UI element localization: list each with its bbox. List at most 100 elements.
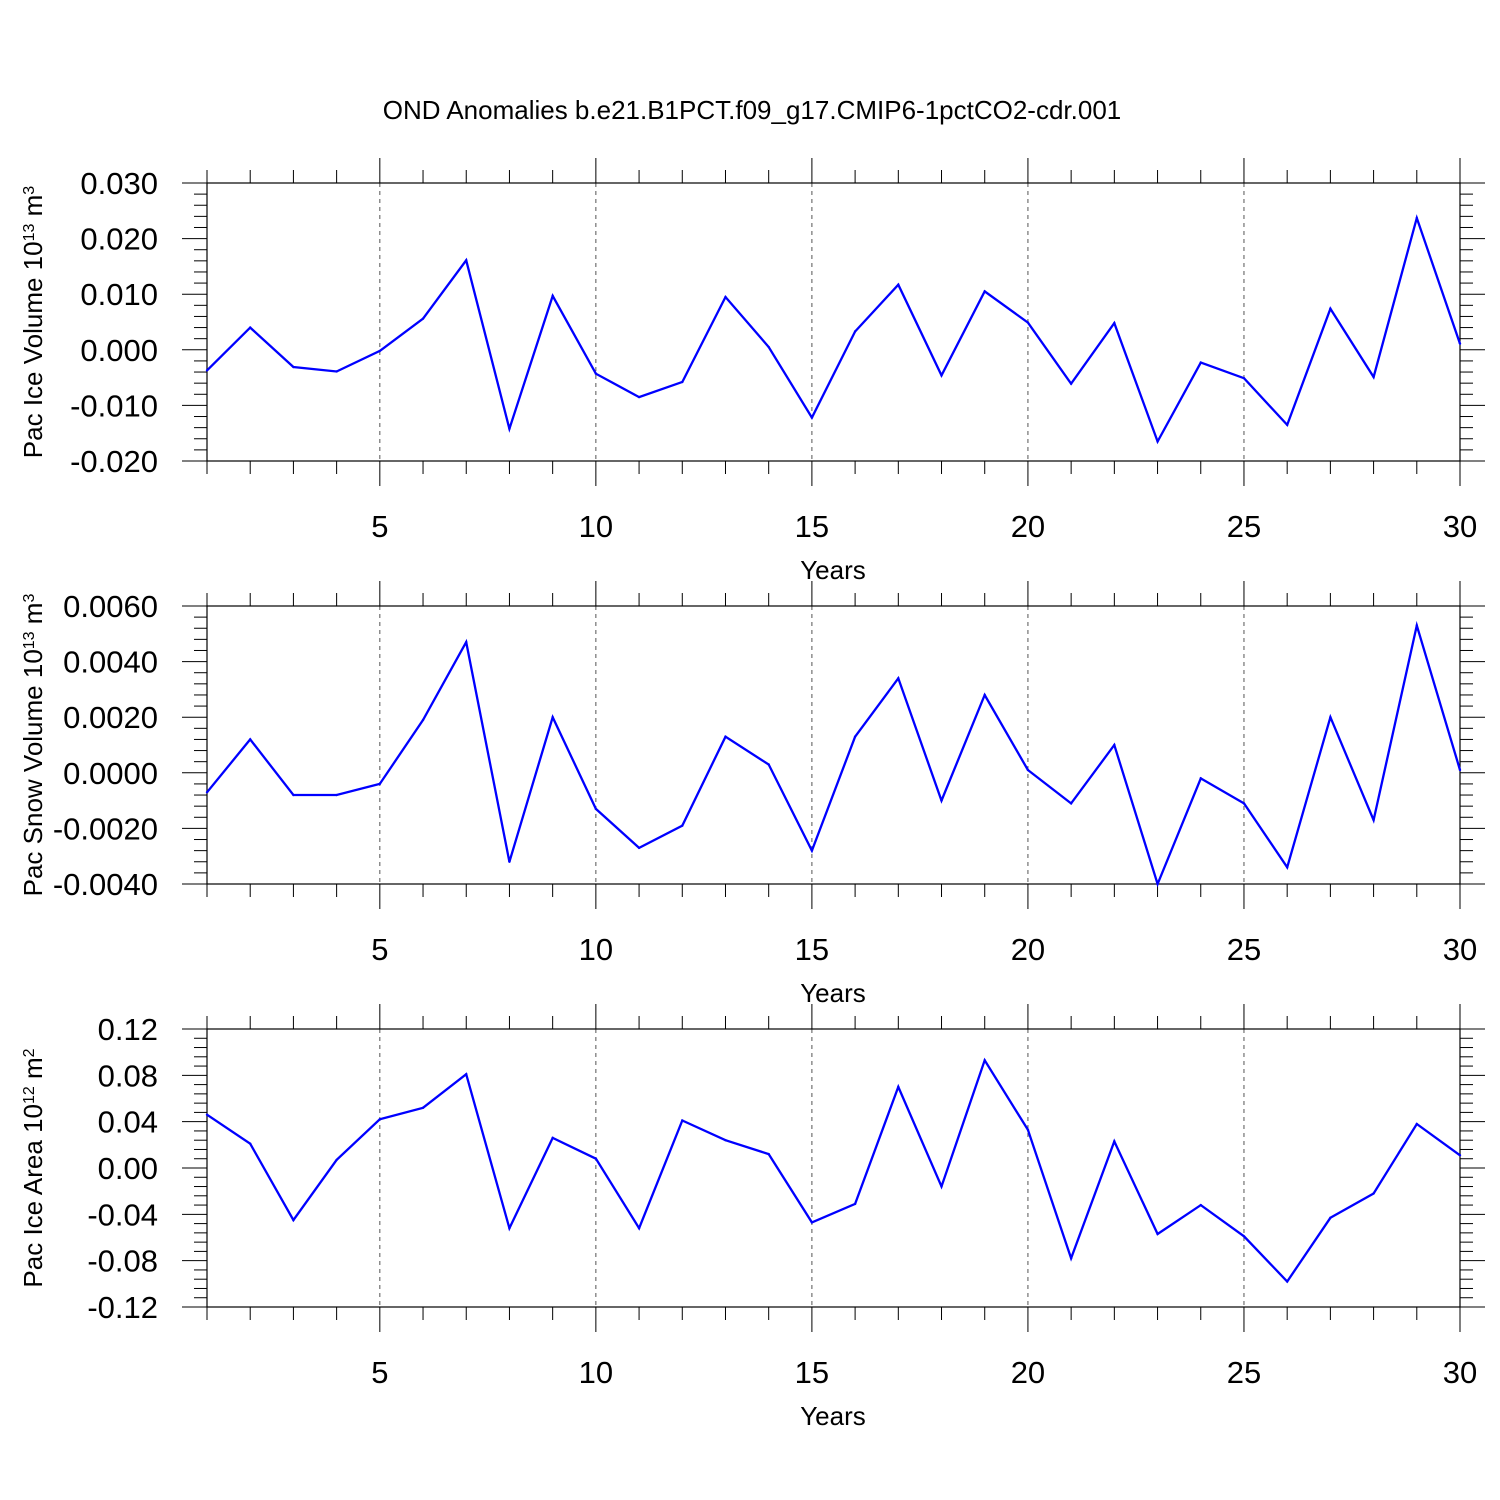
data-point [249, 326, 252, 329]
y-axis-label: Pac Ice Volume 1013 m3 [18, 186, 48, 459]
data-point [335, 370, 338, 373]
data-point [1242, 376, 1246, 380]
y-tick-label: 0.00 [98, 1151, 158, 1186]
data-point [249, 738, 252, 741]
data-point [983, 693, 986, 697]
data-point [1329, 307, 1332, 310]
y-tick-label: 0.030 [80, 166, 158, 201]
x-tick-label: 5 [371, 1355, 388, 1390]
data-point [810, 1221, 814, 1224]
data-point [1199, 361, 1202, 364]
data-point [1285, 866, 1289, 869]
data-point [1285, 1280, 1289, 1283]
data-point [508, 860, 511, 863]
series-line [206, 620, 1462, 888]
data-point [551, 1136, 554, 1140]
panel-3: -0.12 -0.08 -0.04 0.00 0.04 0.08 0.12 5 10 15 20 25… [18, 1004, 1485, 1431]
data-point [940, 799, 943, 802]
x-tick-label: 5 [371, 509, 388, 544]
data-point [1458, 342, 1462, 345]
data-point [983, 290, 986, 293]
panel-2: -0.0040 -0.0020 0.0000 0.0020 0.0040 0.0060 5 1… [18, 581, 1485, 1008]
data-point [205, 369, 209, 372]
y-tick-label: 0.0060 [63, 589, 158, 624]
data-point [1199, 777, 1202, 780]
y-axis-label: Pac Ice Area 1012 m2 [18, 1048, 48, 1287]
data-point [465, 1072, 468, 1076]
data-point [637, 1227, 641, 1230]
data-point [421, 718, 425, 722]
chart-panels: -0.020 -0.010 0.000 0.010 0.020 0.030 5 10 15 20 2… [18, 158, 1485, 1431]
data-point [1113, 1140, 1116, 1143]
x-tick-label: 20 [1011, 1355, 1045, 1390]
data-point [1415, 1122, 1418, 1126]
data-point [292, 1218, 295, 1222]
y-axis-label: Pac Snow Volume 1013 m3 [18, 594, 48, 897]
y-tick-label: 0.0040 [63, 645, 158, 680]
data-point [1329, 716, 1332, 719]
chart-title: OND Anomalies b.e21.B1PCT.f09_g17.CMIP6-… [383, 95, 1122, 125]
data-point [465, 640, 468, 644]
data-point [1069, 382, 1073, 385]
data-point [1026, 768, 1030, 772]
x-tick-label: 5 [371, 932, 388, 967]
x-axis-label: Years [800, 978, 866, 1008]
x-tick-label: 20 [1011, 509, 1045, 544]
data-point [421, 317, 425, 320]
data-point [551, 294, 554, 298]
data-point [378, 349, 382, 353]
y-tick-label: -0.04 [87, 1197, 158, 1232]
y-tick-label: 0.000 [80, 333, 158, 368]
data-point [1199, 1203, 1202, 1207]
y-tick-label: -0.010 [70, 388, 158, 423]
data-point [249, 1142, 252, 1145]
data-point [983, 1059, 986, 1062]
data-point [853, 1202, 857, 1206]
data-point [1415, 216, 1418, 220]
data-point [767, 1152, 770, 1156]
x-tick-label: 25 [1227, 1355, 1261, 1390]
x-tick-label: 20 [1011, 932, 1045, 967]
data-point [1415, 624, 1418, 627]
data-point [1285, 423, 1289, 427]
data-point [1026, 1128, 1030, 1131]
data-point [637, 395, 641, 399]
data-point [335, 793, 338, 797]
data-point [1026, 321, 1030, 324]
data-point [465, 259, 468, 262]
data-point [637, 846, 641, 850]
data-point [292, 793, 295, 797]
data-point [681, 1119, 684, 1122]
data-point [335, 1158, 338, 1162]
data-point [681, 380, 684, 384]
x-axis-label: Years [800, 555, 866, 585]
data-point [594, 1157, 598, 1160]
data-point [594, 372, 598, 375]
y-tick-label: 0.020 [80, 222, 158, 257]
data-point [1113, 321, 1116, 325]
data-point [767, 763, 770, 766]
data-point [1156, 440, 1159, 443]
data-point [810, 416, 814, 419]
data-point [1242, 1235, 1246, 1238]
data-point [508, 1227, 511, 1230]
data-point [767, 345, 770, 349]
x-tick-label: 30 [1443, 932, 1477, 967]
data-point [421, 1106, 425, 1109]
x-axis-label: Years [800, 1401, 866, 1431]
data-point [853, 735, 857, 738]
data-point [940, 374, 943, 377]
data-point [1458, 1154, 1462, 1157]
x-tick-label: 30 [1443, 1355, 1477, 1390]
y-tick-label: 0.08 [98, 1058, 158, 1093]
y-tick-label: 0.010 [80, 277, 158, 312]
panel-1: -0.020 -0.010 0.000 0.010 0.020 0.030 5 10 15 20 2… [18, 158, 1485, 585]
x-tick-label: 10 [579, 509, 613, 544]
data-point [853, 330, 857, 333]
data-point [1372, 818, 1375, 822]
data-point [897, 1085, 900, 1089]
y-tick-label: 0.04 [98, 1105, 158, 1140]
data-point [205, 1113, 209, 1116]
data-point [724, 735, 727, 738]
